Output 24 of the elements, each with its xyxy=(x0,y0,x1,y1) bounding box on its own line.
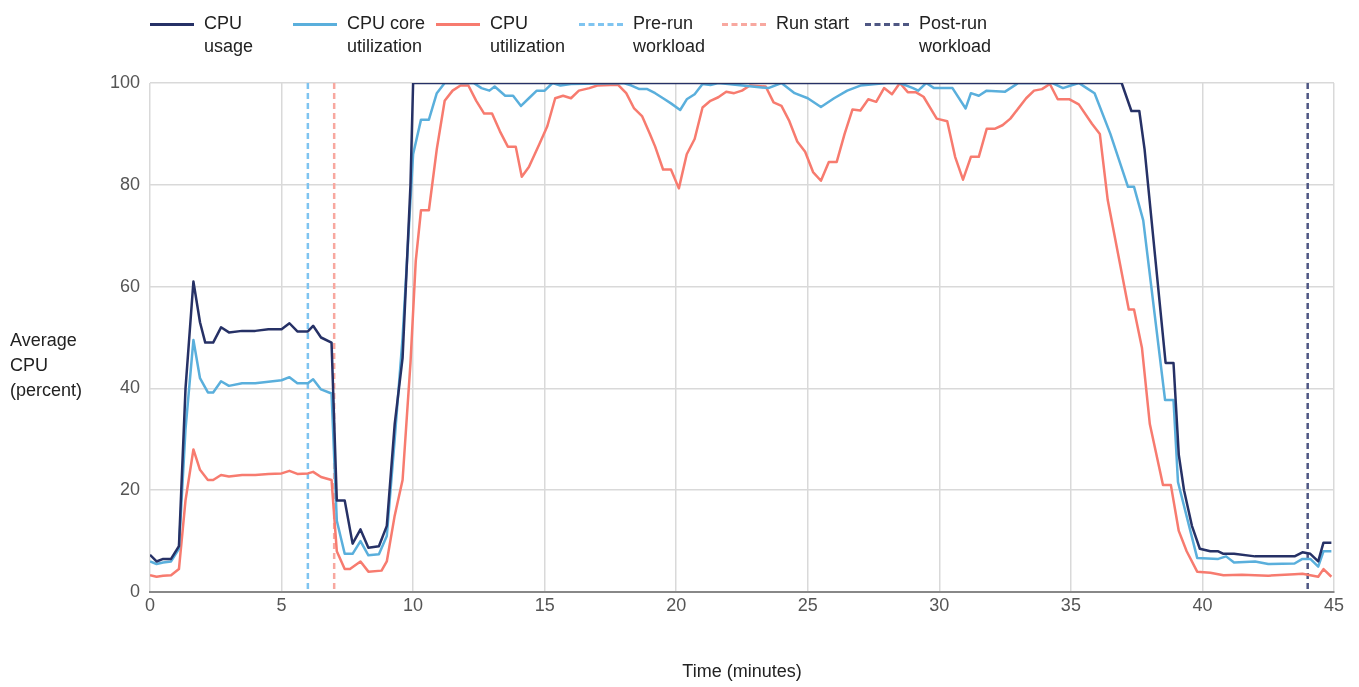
x-tick-label: 15 xyxy=(534,594,555,615)
x-tick-label: 25 xyxy=(797,594,818,615)
y-tick-label: 80 xyxy=(119,173,140,194)
legend-label: Pre-run workload xyxy=(633,12,707,58)
y-tick-label: 40 xyxy=(119,377,140,398)
x-tick-label: 35 xyxy=(1060,594,1081,615)
x-tick-label: 5 xyxy=(276,594,287,615)
x-tick-label: 45 xyxy=(1323,594,1345,615)
legend-label: Post-run workload xyxy=(919,12,993,58)
y-tick-label: 100 xyxy=(109,71,140,92)
y-axis-title: Average CPU (percent) xyxy=(10,329,84,402)
x-tick-label: 40 xyxy=(1192,594,1213,615)
y-tick-label: 20 xyxy=(119,479,140,500)
x-axis-title: Time (minutes) xyxy=(682,661,802,682)
x-tick-label: 30 xyxy=(929,594,950,615)
x-tick-label: 10 xyxy=(403,594,424,615)
y-tick-label: 60 xyxy=(119,275,140,296)
legend-label: CPU utilization xyxy=(490,12,567,58)
y-tick-label: 0 xyxy=(129,580,140,601)
legend-label: Run start xyxy=(776,12,850,35)
legend-label: CPU core utilization xyxy=(347,12,427,58)
x-tick-label: 0 xyxy=(144,594,156,615)
legend-label: CPU usage xyxy=(204,12,255,58)
x-tick-label: 20 xyxy=(666,594,687,615)
